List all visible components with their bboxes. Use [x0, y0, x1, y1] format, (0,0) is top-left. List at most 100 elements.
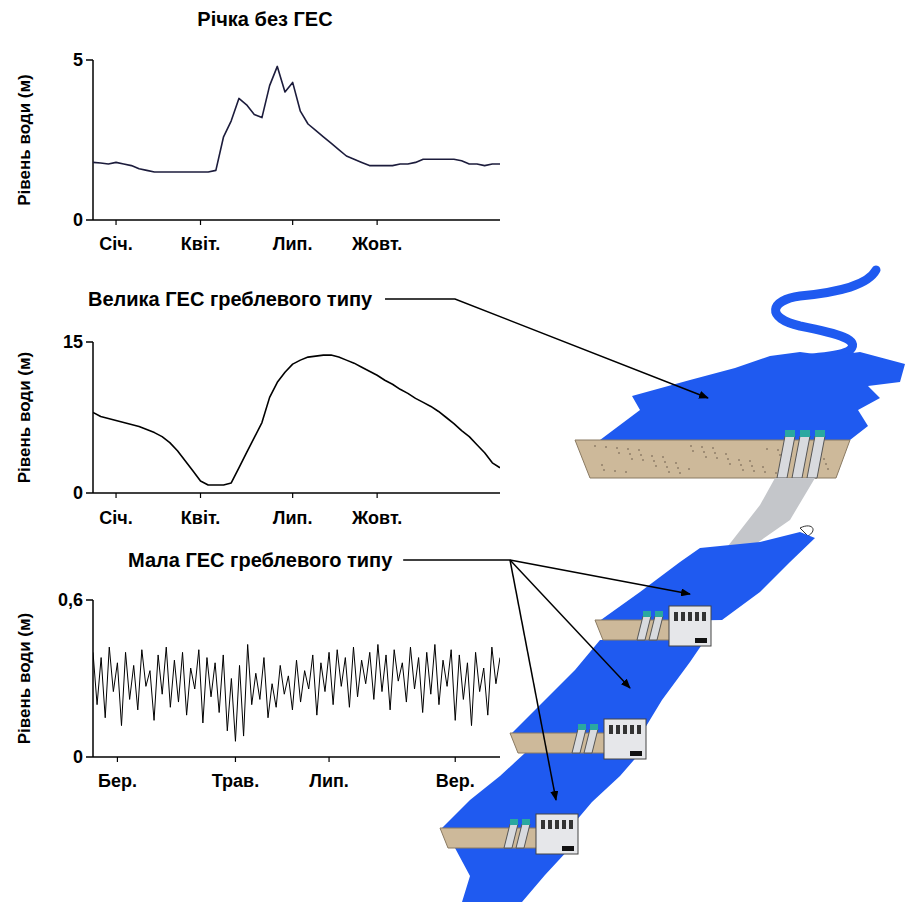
gate-top — [800, 430, 810, 437]
x-tick — [117, 757, 118, 762]
data-line — [93, 355, 500, 485]
dam-texture — [601, 464, 603, 466]
dam-texture — [618, 452, 620, 454]
x-axis-line — [93, 492, 500, 494]
dam-texture — [753, 470, 755, 472]
dam-texture — [605, 446, 607, 448]
dam-texture — [662, 456, 664, 458]
dam-texture — [664, 461, 666, 463]
dam-texture — [701, 446, 703, 448]
window — [548, 820, 552, 829]
powerhouse — [604, 719, 646, 759]
dam-texture — [825, 463, 827, 465]
dam-texture — [712, 447, 714, 449]
y-tick — [86, 492, 93, 494]
dam-texture — [751, 465, 753, 467]
window — [562, 820, 566, 829]
dam-texture — [738, 459, 740, 461]
chart-title: Велика ГЕС греблевого типу — [88, 288, 373, 310]
leader-arrow — [510, 560, 630, 688]
dam-texture — [668, 471, 670, 473]
window — [623, 725, 627, 734]
x-tick-label: Жовт. — [351, 508, 402, 528]
x-tick-label: Лип. — [273, 234, 313, 254]
window — [681, 612, 685, 621]
window — [702, 612, 706, 621]
dam-texture — [823, 458, 825, 460]
outlet — [630, 751, 642, 756]
gate-top — [578, 724, 586, 730]
y-tick-label: 15 — [63, 332, 83, 352]
dam-texture — [775, 472, 777, 474]
axis-title: Рівень води (м) — [15, 352, 34, 483]
diagram — [440, 270, 905, 902]
marks — [93, 644, 500, 741]
outlet — [562, 846, 574, 851]
dam-texture — [703, 451, 705, 453]
reservoir — [600, 352, 905, 440]
x-tick — [328, 757, 329, 762]
y-tick-label: 0,6 — [58, 590, 83, 610]
x-tick — [115, 493, 116, 498]
dam-texture — [714, 452, 716, 454]
dam-texture — [749, 460, 751, 462]
x-tick-label: Жовт. — [351, 234, 402, 254]
chart-title: Річка без ГЕС — [197, 8, 332, 30]
axis-title: Рівень води (м) — [15, 74, 34, 205]
dam-gate — [807, 436, 825, 478]
window — [637, 725, 641, 734]
gate-top — [785, 430, 795, 437]
leader-arrow — [510, 560, 556, 800]
canvas: Річка без ГЕСРівень води (м)05Січ.Квіт.Л… — [0, 0, 918, 908]
gate-top — [590, 724, 598, 730]
y-tick — [86, 59, 93, 61]
small-gate — [572, 729, 586, 753]
dam-texture — [614, 470, 616, 472]
chart-panel: Мала ГЕС греблевого типу Рівень води (м) 0… — [15, 549, 500, 791]
small-gate — [504, 824, 518, 848]
dam-gate — [792, 436, 810, 478]
dam-texture — [740, 464, 742, 466]
dam-gate — [777, 436, 795, 478]
dam-texture — [725, 453, 727, 455]
dam-texture — [705, 456, 707, 458]
gate-top — [815, 430, 825, 437]
chart-title: Мала ГЕС греблевого типу — [128, 549, 393, 571]
outlet — [695, 638, 707, 643]
dam-texture — [764, 471, 766, 473]
dam-texture — [640, 454, 642, 456]
x-axis-line — [93, 756, 500, 758]
x-tick-label: Квіт. — [181, 234, 220, 254]
window — [695, 612, 699, 621]
x-tick-label: Бер. — [98, 771, 137, 791]
x-tick — [377, 220, 378, 225]
small-gate — [649, 616, 663, 640]
x-tick — [235, 757, 236, 762]
window — [688, 612, 692, 621]
marks — [93, 66, 500, 172]
window — [674, 612, 678, 621]
y-tick-label: 0 — [73, 483, 83, 503]
chart-panel: Велика ГЕС греблевого типу Рівень води (м… — [15, 288, 500, 528]
dam-texture — [729, 463, 731, 465]
small-gate — [584, 729, 598, 753]
x-tick — [292, 220, 293, 225]
dam-texture — [651, 455, 653, 457]
leader-line — [403, 559, 510, 561]
axis-title: Рівень води (м) — [15, 613, 34, 744]
dam-texture — [727, 458, 729, 460]
chart-panel: Річка без ГЕСРівень води (м)05Січ.Квіт.Л… — [15, 8, 500, 254]
x-tick — [200, 493, 201, 498]
data-line — [93, 66, 500, 172]
y-axis-line — [92, 342, 94, 493]
y-axis-line — [92, 600, 94, 757]
data-line — [93, 644, 500, 741]
river-segment — [455, 848, 570, 902]
gate-top — [522, 819, 530, 825]
y-tick — [86, 219, 93, 221]
dam-texture — [638, 449, 640, 451]
x-tick — [200, 220, 201, 225]
y-tick-label: 5 — [73, 50, 83, 70]
window — [541, 820, 545, 829]
window — [569, 820, 573, 829]
